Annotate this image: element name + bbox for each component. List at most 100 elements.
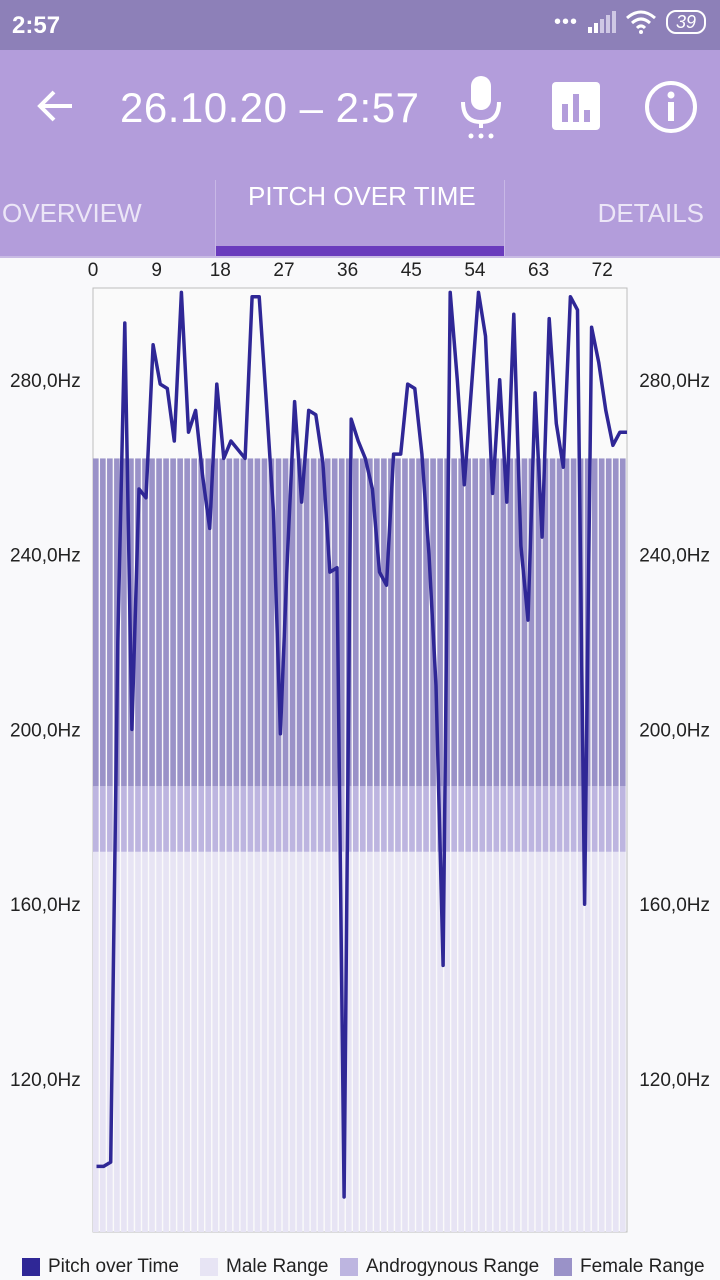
male-range-bar: [388, 851, 394, 1232]
female-range-bar: [451, 458, 457, 787]
bar-chart-icon[interactable]: [552, 82, 600, 130]
female-range-bar: [479, 458, 486, 787]
androgynous-range-bar: [184, 786, 190, 852]
female-range-bar: [381, 458, 387, 787]
androgynous-range-bar: [542, 786, 549, 852]
female-range-bar: [465, 458, 472, 787]
female-range-bar: [198, 458, 205, 787]
female-range-bar: [507, 458, 514, 787]
male-range-bar: [324, 851, 331, 1232]
male-range-bar: [556, 851, 563, 1232]
androgynous-range-bar: [549, 786, 556, 852]
androgynous-range-bar: [367, 786, 373, 852]
female-range-bar: [521, 458, 528, 787]
status-time: 2:57: [12, 12, 61, 39]
female-range-bar: [268, 458, 275, 787]
male-range-bar: [93, 851, 99, 1232]
tab-separator: [215, 180, 216, 258]
androgynous-range-bar: [521, 786, 528, 852]
male-range-bar: [345, 851, 352, 1232]
male-range-bar: [451, 851, 457, 1232]
male-range-bar: [247, 851, 254, 1232]
male-range-bar: [374, 851, 380, 1232]
female-range-bar: [303, 458, 310, 787]
androgynous-range-bar: [338, 786, 345, 852]
x-tick-label: 63: [528, 260, 549, 281]
female-range-bar: [310, 458, 317, 787]
androgynous-range-bar: [289, 786, 296, 852]
y-tick-label-right: 160,0Hz: [639, 895, 710, 916]
androgynous-range-bar: [352, 786, 359, 852]
female-range-bar: [472, 458, 479, 787]
male-range-bar: [584, 851, 591, 1232]
male-range-bar: [493, 851, 500, 1232]
male-range-bar: [191, 851, 197, 1232]
androgynous-range-bar: [444, 786, 450, 852]
female-range-bar: [240, 458, 247, 787]
tab-overview[interactable]: OVERVIEW: [0, 180, 215, 258]
female-range-bar: [367, 458, 373, 787]
y-tick-label-right: 200,0Hz: [639, 720, 710, 741]
microphone-icon[interactable]: [458, 76, 504, 142]
female-range-bar: [149, 458, 155, 787]
tab-overview-label: OVERVIEW: [2, 198, 142, 228]
y-tick-label-left: 240,0Hz: [10, 546, 81, 567]
female-range-bar: [100, 458, 106, 787]
androgynous-range-bar: [303, 786, 310, 852]
androgynous-range-bar: [584, 786, 591, 852]
pitch-chart: 0 9 18 27 36 45 54 63 72 120,0Hz 120,0Hz 160,0Hz 160…: [10, 260, 710, 1233]
male-range-bar: [219, 851, 226, 1232]
tab-bar: OVERVIEW PITCH OVER TIME DETAILS: [0, 180, 720, 258]
androgynous-range-bar: [381, 786, 387, 852]
female-range-bar: [331, 458, 338, 787]
androgynous-range-bar: [402, 786, 408, 852]
androgynous-range-bar: [163, 786, 169, 852]
androgynous-range-bar: [409, 786, 415, 852]
androgynous-range-bar: [472, 786, 479, 852]
female-range-bar: [619, 458, 626, 787]
back-arrow-icon[interactable]: [36, 86, 76, 126]
androgynous-range-bar: [619, 786, 626, 852]
female-range-bar: [486, 458, 493, 787]
male-range-bar: [142, 851, 148, 1232]
male-range-bar: [528, 851, 535, 1232]
male-range-bar: [240, 851, 247, 1232]
battery-indicator: 39: [665, 10, 706, 34]
male-range-bar: [430, 851, 436, 1232]
androgynous-range-bar: [268, 786, 275, 852]
androgynous-range-bar: [388, 786, 394, 852]
female-range-bar: [374, 458, 380, 787]
female-range-bar: [135, 458, 141, 787]
female-range-bar: [219, 458, 226, 787]
tab-pitch-over-time[interactable]: PITCH OVER TIME: [216, 180, 504, 258]
androgynous-range-bar: [212, 786, 219, 852]
female-range-bar: [170, 458, 176, 787]
info-icon[interactable]: [644, 80, 698, 134]
female-range-bar: [598, 458, 605, 787]
male-range-bar: [233, 851, 240, 1232]
legend-swatch-androgynous: [340, 1258, 358, 1276]
male-range-bar: [549, 851, 556, 1232]
androgynous-range-bar: [570, 786, 577, 852]
androgynous-range-bar: [156, 786, 162, 852]
androgynous-range-bar: [107, 786, 113, 852]
androgynous-range-bar: [500, 786, 507, 852]
androgynous-range-bar: [317, 786, 324, 852]
male-range-bar: [268, 851, 275, 1232]
androgynous-range-bar: [296, 786, 303, 852]
legend-label-androgynous: Androgynous Range: [366, 1256, 540, 1277]
androgynous-range-bar: [135, 786, 141, 852]
male-range-bar: [331, 851, 338, 1232]
male-range-bar: [486, 851, 493, 1232]
male-range-bar: [521, 851, 528, 1232]
male-range-bar: [121, 851, 127, 1232]
androgynous-range-bar: [416, 786, 422, 852]
female-range-bar: [360, 458, 366, 787]
tab-details[interactable]: DETAILS: [505, 180, 720, 258]
androgynous-range-bar: [191, 786, 197, 852]
female-range-bar: [437, 458, 443, 787]
female-range-bar: [416, 458, 422, 787]
male-range-bar: [317, 851, 324, 1232]
male-range-bar: [437, 851, 443, 1232]
female-range-bar: [605, 458, 612, 787]
